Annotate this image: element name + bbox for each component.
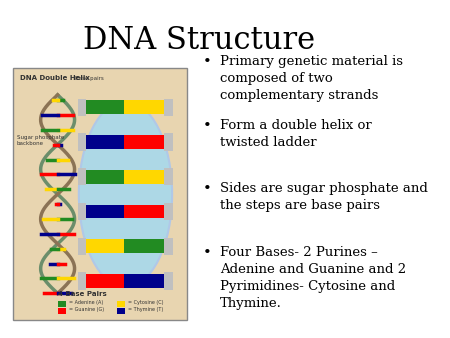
- Text: Sides are sugar phosphate and
the steps are base pairs: Sides are sugar phosphate and the steps …: [220, 183, 428, 212]
- Text: •: •: [202, 119, 211, 133]
- FancyBboxPatch shape: [13, 68, 187, 320]
- Text: •: •: [202, 55, 211, 69]
- Text: •: •: [202, 246, 211, 260]
- Text: Form a double helix or
twisted ladder: Form a double helix or twisted ladder: [220, 119, 372, 149]
- Text: •: •: [202, 183, 211, 196]
- Text: DNA Structure: DNA Structure: [83, 25, 315, 56]
- Text: Primary genetic material is
composed of two
complementary strands: Primary genetic material is composed of …: [220, 55, 403, 102]
- Text: Four Bases- 2 Purines –
Adenine and Guanine and 2
Pyrimidines- Cytosine and
Thym: Four Bases- 2 Purines – Adenine and Guan…: [220, 246, 406, 310]
